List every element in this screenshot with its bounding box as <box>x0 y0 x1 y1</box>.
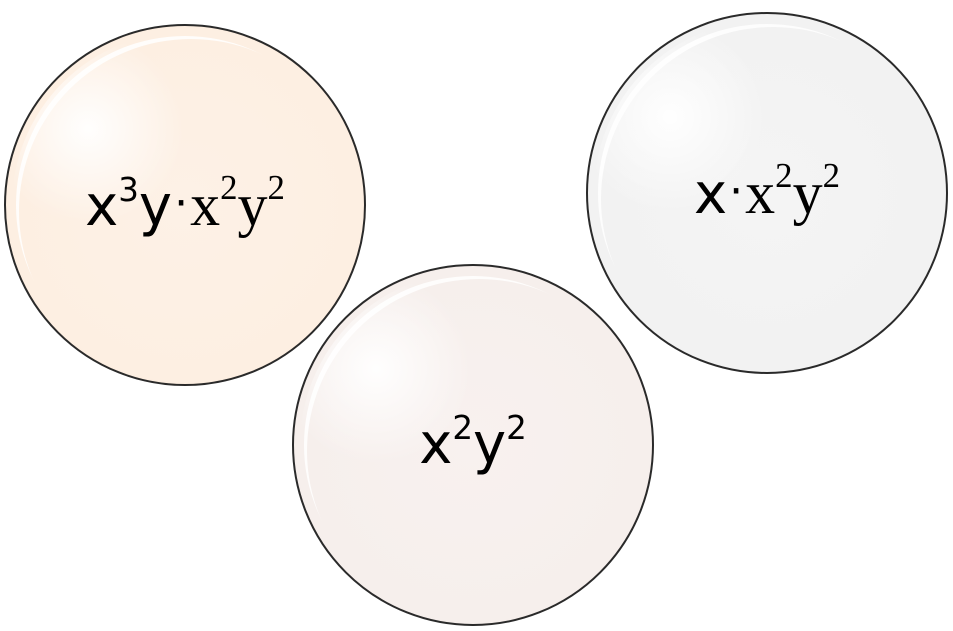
expression-bottom: x2y2 <box>419 411 527 473</box>
bubble-right: x·x2y2 <box>586 12 948 374</box>
term-x: x <box>419 412 453 477</box>
exponent: 2 <box>267 167 285 207</box>
bubble-bottom: x2y2 <box>292 264 654 626</box>
term-x-serif: x2y2 <box>745 158 840 226</box>
exponent: 2 <box>822 155 840 195</box>
multiply-dot: · <box>174 178 189 230</box>
exponent: 2 <box>775 155 793 195</box>
expression-left: x3y·x2y2 <box>85 170 285 238</box>
multiply-dot: · <box>729 166 744 218</box>
exponent: 2 <box>506 408 527 447</box>
term-y: y <box>138 174 173 239</box>
term-x: x <box>694 162 728 227</box>
exponent: 2 <box>452 408 473 447</box>
exponent: 3 <box>118 170 139 209</box>
bubble-left: x3y·x2y2 <box>4 24 366 386</box>
expression-right: x·x2y2 <box>694 158 840 226</box>
term-y: y <box>473 412 507 477</box>
term-x: x <box>85 174 119 239</box>
exponent: 2 <box>220 167 238 207</box>
term-x-serif: x2y2 <box>190 170 285 238</box>
term-x: x <box>745 160 776 226</box>
term-y: y <box>237 172 268 238</box>
term-y: y <box>792 160 823 226</box>
term-x: x <box>190 172 221 238</box>
